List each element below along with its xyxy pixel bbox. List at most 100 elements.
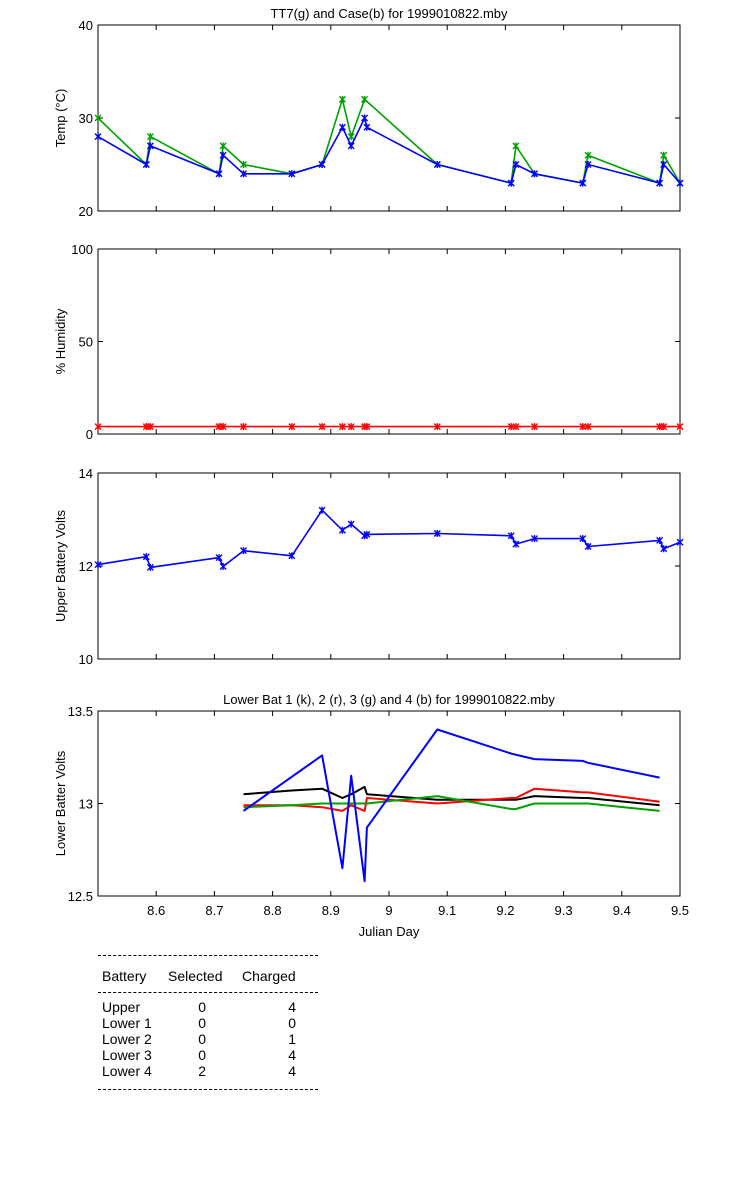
table-row: Lower 3 0 4 <box>98 1047 318 1063</box>
y-axis-label: Upper Battery Volts <box>53 510 68 622</box>
data-point <box>318 423 326 431</box>
data-point <box>512 423 520 431</box>
data-point <box>507 179 515 187</box>
table-row: Lower 4 2 4 <box>98 1063 318 1079</box>
data-point <box>215 170 223 178</box>
charged-count: 4 <box>288 1063 296 1079</box>
header-charged: Charged <box>242 968 296 984</box>
data-point <box>676 538 684 546</box>
chart-title: Lower Bat 1 (k), 2 (r), 3 (g) and 4 (b) … <box>223 692 555 707</box>
battery-name: Lower 4 <box>102 1063 152 1079</box>
y-tick-label: 12 <box>79 559 93 574</box>
data-point <box>363 530 371 538</box>
y-tick-label: 0 <box>86 427 93 442</box>
table-bottom-rule <box>98 1089 318 1090</box>
data-point <box>363 123 371 131</box>
series-line-1 <box>243 785 660 807</box>
y-tick-label: 50 <box>79 335 93 350</box>
data-point <box>531 535 538 543</box>
data-point <box>579 179 587 187</box>
x-tick-label: 9.1 <box>438 903 456 918</box>
selected-count: 2 <box>198 1063 206 1079</box>
selected-count: 0 <box>198 1047 206 1063</box>
data-point <box>338 423 346 431</box>
x-axis-label: Julian Day <box>359 924 420 939</box>
series-line-2 <box>97 117 681 184</box>
data-point <box>433 529 441 537</box>
battery-name: Lower 1 <box>102 1015 152 1031</box>
table-row: Lower 1 0 0 <box>98 1015 318 1031</box>
table-header-row: Battery Selected Charged <box>98 968 318 984</box>
chart-panel-3: 10 12 14 Upper Battery Volts <box>53 466 684 667</box>
y-tick-label: 14 <box>79 466 93 481</box>
data-point <box>660 161 668 168</box>
selected-count: 0 <box>198 1031 206 1047</box>
data-point <box>142 161 150 168</box>
x-tick-label: 9.2 <box>496 903 514 918</box>
data-point <box>660 545 668 553</box>
x-tick-label: 9.5 <box>671 903 689 918</box>
data-point <box>361 114 369 122</box>
plot-frame <box>97 472 681 660</box>
data-point <box>94 133 102 141</box>
data-point <box>240 423 247 431</box>
data-point <box>531 170 538 178</box>
data-point <box>347 133 355 141</box>
data-point <box>318 161 326 168</box>
x-tick-label: 8.8 <box>264 903 282 918</box>
data-point <box>512 540 520 548</box>
charged-count: 4 <box>288 1047 296 1063</box>
series-line-4 <box>242 728 660 883</box>
table-row: Lower 2 0 1 <box>98 1031 318 1047</box>
data-point <box>240 161 247 168</box>
data-point <box>318 506 326 514</box>
data-point <box>660 423 668 431</box>
plot-frame <box>97 248 681 435</box>
data-point <box>507 532 515 540</box>
data-point <box>240 170 247 178</box>
y-tick-label: 13 <box>79 797 93 812</box>
battery-status-table: Battery Selected Charged Upper 0 4 Lower… <box>98 955 318 1090</box>
data-point <box>146 142 154 150</box>
series-line-1 <box>97 98 681 184</box>
data-point <box>363 423 371 431</box>
data-point <box>219 142 227 150</box>
battery-name: Upper <box>102 999 141 1015</box>
data-point <box>94 561 102 569</box>
table-top-rule <box>98 955 318 956</box>
data-point <box>219 151 227 159</box>
table-header-rule <box>98 992 318 993</box>
data-point <box>579 535 587 543</box>
x-tick-label: 8.6 <box>147 903 165 918</box>
data-point <box>338 123 346 131</box>
battery-name: Lower 2 <box>102 1031 152 1047</box>
data-point <box>512 142 520 150</box>
data-point <box>656 179 664 187</box>
data-point <box>347 142 355 150</box>
data-point <box>584 542 592 550</box>
data-point <box>288 423 296 431</box>
y-axis-label: Lower Batter Volts <box>53 750 68 856</box>
data-point <box>512 161 520 168</box>
data-point <box>219 562 227 570</box>
x-tick-label: 8.9 <box>322 903 340 918</box>
data-point <box>433 161 441 168</box>
data-point <box>146 563 154 571</box>
data-point <box>676 179 684 187</box>
data-point <box>660 151 668 159</box>
data-point <box>288 552 296 560</box>
data-point <box>219 423 227 431</box>
x-tick-label: 8.7 <box>205 903 223 918</box>
data-point <box>288 170 296 178</box>
data-point <box>656 536 664 544</box>
x-tick-label: 9 <box>385 903 392 918</box>
chart-panel-4: 12.5 13 13.5 8.6 8.7 8.8 8.9 9 9.1 9.2 9.3 9.4 9.5 Lo… <box>53 692 689 939</box>
y-axis-label: % Humidity <box>53 308 68 374</box>
data-point <box>94 114 102 122</box>
data-point <box>142 553 150 561</box>
chart-panel-2: 0 50 100 % Humidity <box>53 242 684 442</box>
chart-figure: 20 30 40 TT7(g) and Case(b) for 1999010822.… <box>53 6 689 939</box>
data-point <box>146 133 154 141</box>
data-point <box>215 554 223 562</box>
y-tick-label: 20 <box>79 204 93 219</box>
